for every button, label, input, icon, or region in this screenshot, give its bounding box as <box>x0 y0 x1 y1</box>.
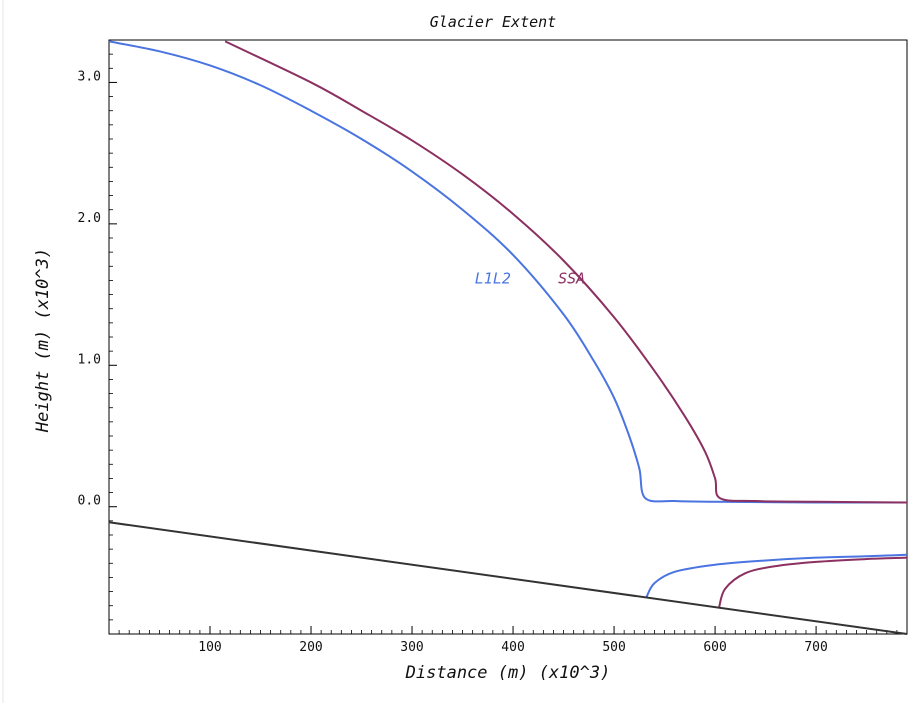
x-axis-label: Distance (m) (x10^3) <box>405 663 611 683</box>
major-ticks: 100 200 300 400 500 600 700 0.0 1.0 2.0 3.0 <box>78 69 828 655</box>
series-layer: L1L2 SSA <box>108 40 908 635</box>
series-ssa-upper-surface <box>224 40 908 504</box>
x-tick-label: 600 <box>703 640 726 655</box>
series-ssa-lower-surface <box>718 556 908 608</box>
series-l1l2-lower-surface <box>645 553 908 598</box>
y-tick-label: 2.0 <box>78 211 101 226</box>
minor-ticks <box>109 39 898 635</box>
y-tick-label: 3.0 <box>78 69 101 84</box>
y-tick-label: 0.0 <box>78 494 101 509</box>
x-tick-label: 200 <box>299 640 322 655</box>
x-tick-label: 400 <box>501 640 524 655</box>
series-l1l2-label: L1L2 <box>475 269 511 287</box>
y-tick-label: 1.0 <box>78 352 101 367</box>
x-tick-label: 300 <box>400 640 423 655</box>
y-axis-label: Height (m) (x10^3) <box>33 248 53 433</box>
chart-title: Glacier Extent <box>430 13 556 31</box>
x-tick-label: 500 <box>602 640 625 655</box>
series-bed-line <box>108 521 908 635</box>
series-ssa-label: SSA <box>558 269 585 287</box>
x-tick-label: 100 <box>198 640 221 655</box>
series-l1l2-upper-surface <box>108 40 908 504</box>
x-tick-label: 700 <box>804 640 827 655</box>
